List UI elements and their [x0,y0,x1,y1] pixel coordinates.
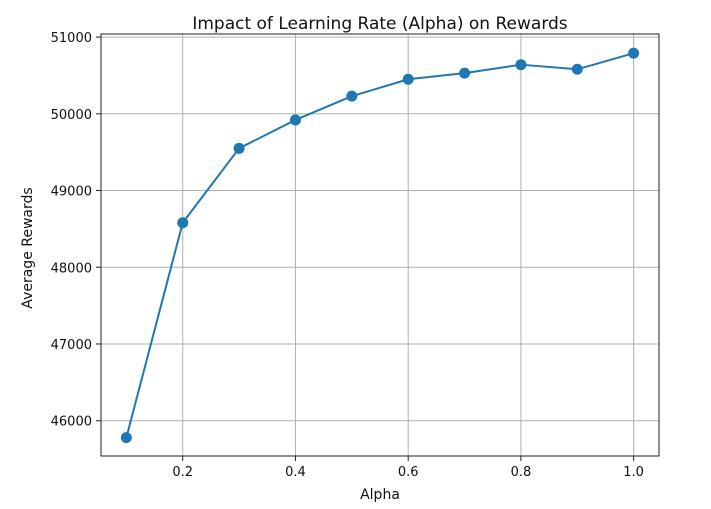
series-layer [120,47,640,444]
data-point [233,142,245,154]
y-tick-label: 47000 [51,338,92,353]
data-point [515,59,527,71]
x-tick-label: 0.6 [398,465,419,480]
chart-title: Impact of Learning Rate (Alpha) on Rewar… [192,14,567,34]
x-axis-label: Alpha [360,487,400,503]
tick-marks: 0.2 0.4 0.6 0.8 1.0 46000 47000 48000 49000 50000… [51,31,644,480]
grid [101,34,659,456]
series-line [125,52,634,438]
data-point [177,217,189,229]
data-point [571,63,583,75]
y-tick-label: 48000 [51,261,92,276]
data-point [459,67,471,79]
data-point [402,73,414,85]
axes [100,33,660,457]
x-tick-label: 0.2 [172,465,193,480]
data-point [628,47,640,59]
y-axis-label: Average Rewards [20,187,36,308]
y-tick-label: 49000 [51,185,92,200]
x-tick-label: 1.0 [623,465,644,480]
data-point [120,432,132,444]
x-tick-label: 0.4 [285,465,306,480]
y-tick-label: 51000 [51,31,92,46]
y-tick-label: 46000 [51,415,92,430]
data-point [289,114,301,126]
plot-frame [100,33,660,457]
y-tick-label: 50000 [51,108,92,123]
data-point [346,90,358,102]
x-tick-label: 0.8 [511,465,532,480]
